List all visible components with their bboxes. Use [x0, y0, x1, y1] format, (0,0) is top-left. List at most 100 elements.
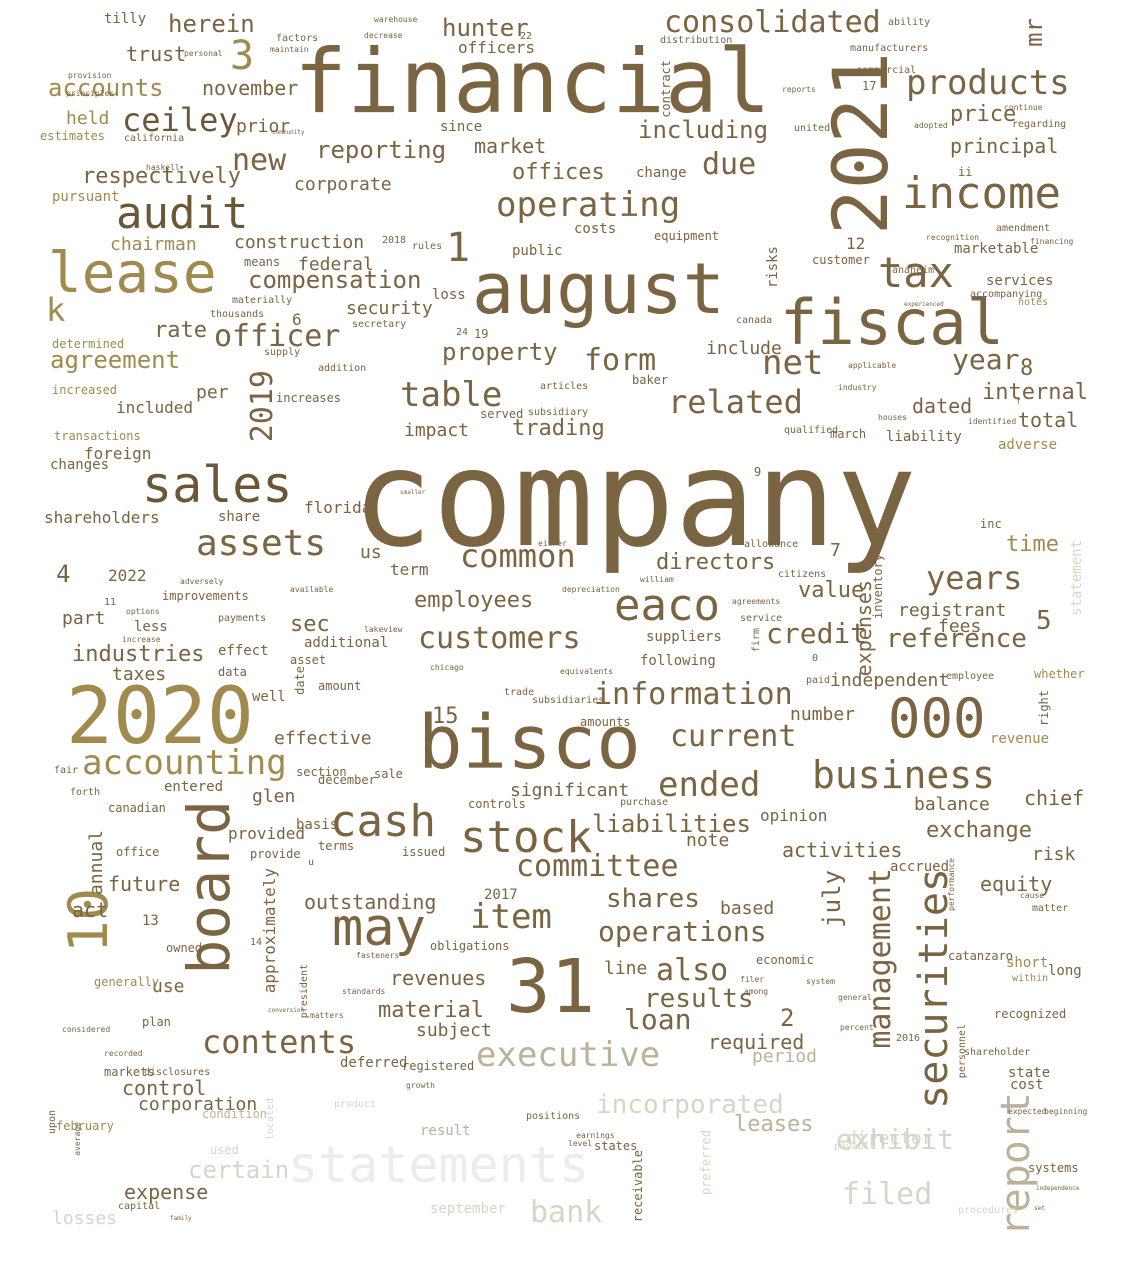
word-august: august	[472, 248, 725, 330]
word-included: included	[116, 398, 194, 417]
word-lease: lease	[48, 241, 217, 306]
word-community: community	[272, 129, 305, 136]
word-pursuant: pursuant	[52, 189, 120, 205]
word-trade: trade	[504, 687, 535, 698]
word-trust: trust	[126, 42, 187, 66]
word-principal: principal	[950, 134, 1059, 158]
word-chief: chief	[1024, 786, 1085, 810]
word-located: located	[265, 1098, 276, 1141]
word-accrued: accrued	[890, 859, 950, 875]
word-effective: effective	[274, 728, 372, 749]
word-hunter: hunter	[442, 14, 529, 42]
word-2018: 2018	[382, 235, 407, 246]
word-audit: audit	[116, 188, 249, 239]
word-operations: operations	[598, 915, 767, 948]
word-shareholders: shareholders	[44, 508, 160, 527]
word-level: level	[568, 1139, 593, 1148]
word-served: served	[480, 407, 524, 421]
word-products: products	[906, 63, 1070, 103]
word-either: either	[538, 539, 567, 548]
word-2: 2	[780, 1004, 795, 1032]
word-0: 0	[812, 653, 819, 664]
word-beginning: beginning	[1044, 1107, 1088, 1116]
word-shares: shares	[606, 884, 700, 914]
word-qualified: qualified	[784, 425, 839, 436]
word-cause: cause	[1020, 891, 1045, 900]
word-financial: financial	[294, 30, 771, 133]
word-forth: forth	[70, 787, 101, 798]
word-dated: dated	[912, 394, 973, 418]
word-respectively: respectively	[82, 164, 241, 189]
word-equity: equity	[980, 872, 1053, 896]
word-equipment: equipment	[654, 229, 720, 243]
word-tax: tax	[878, 248, 954, 297]
word-officers: officers	[458, 38, 536, 57]
word-right: right	[1037, 690, 1051, 727]
word-reports: reports	[782, 85, 816, 94]
word-contract: contract	[659, 60, 673, 118]
word-outstanding: outstanding	[304, 890, 437, 914]
word-2020: 2020	[66, 672, 254, 762]
word-shareholder: shareholder	[964, 1047, 1031, 1058]
word-set: set	[1034, 1205, 1045, 1212]
word-operating: operating	[496, 185, 681, 225]
word-articles: articles	[540, 381, 589, 392]
word-opinion: opinion	[760, 806, 828, 825]
word-state: state	[1008, 1065, 1051, 1081]
word-standards: standards	[342, 987, 386, 996]
word-experienced: experienced	[904, 301, 944, 308]
word-amounts: amounts	[580, 715, 631, 729]
word-adopted: adopted	[914, 121, 948, 130]
word-information: information	[594, 677, 793, 712]
word-california: california	[124, 133, 185, 144]
word-basis: basis	[296, 817, 339, 833]
word-depreciation: depreciation	[562, 585, 620, 594]
word-principles: principles	[66, 89, 115, 98]
word-results: results	[644, 984, 754, 1014]
word-provide: provide	[250, 847, 301, 861]
word-employees: employees	[414, 588, 534, 613]
word-amendment: amendment	[996, 223, 1051, 234]
word-15: 15	[432, 704, 459, 729]
word-increase: increase	[122, 635, 161, 644]
word-us: us	[360, 542, 382, 563]
word-consolidated: consolidated	[664, 5, 881, 40]
word-expected: expected	[1008, 1107, 1047, 1116]
word-systems: systems	[1028, 1161, 1079, 1175]
word-term: term	[390, 560, 429, 579]
word-considered: considered	[62, 1025, 111, 1034]
word-payments: payments	[218, 613, 267, 624]
word-matters: matters	[310, 1011, 344, 1020]
word-less: less	[134, 619, 168, 635]
word-receivable: receivable	[631, 1150, 645, 1223]
word-united: united	[794, 123, 831, 134]
word-may: may	[332, 898, 426, 958]
word-smaller: smaller	[400, 489, 426, 496]
word-leases: leases	[734, 1112, 814, 1137]
word-future: future	[108, 872, 181, 896]
word-table: table	[400, 375, 503, 415]
word-issued: issued	[402, 845, 446, 859]
word-addition: addition	[318, 363, 367, 374]
word-prior: prior	[236, 116, 291, 137]
word-conversion: conversion	[268, 1007, 305, 1014]
word-lakeview: lakeview	[364, 625, 403, 634]
word-percent: percent	[840, 1023, 874, 1032]
word-purchase: purchase	[620, 797, 669, 808]
word-income: income	[902, 168, 1061, 219]
word-compensation: compensation	[248, 266, 422, 294]
word-act: act	[72, 898, 109, 922]
word-executive: executive	[476, 1035, 661, 1075]
word-amount: amount	[318, 679, 362, 693]
word-liabilities: liabilities	[592, 810, 751, 838]
word-6: 6	[292, 310, 302, 329]
word-industry: industry	[838, 383, 877, 392]
word-thousands: thousands	[210, 309, 265, 320]
word-expense: expense	[124, 1180, 209, 1204]
word-exhibit: exhibit	[836, 1123, 955, 1156]
word-reporting: reporting	[316, 136, 447, 164]
word-part: part	[62, 608, 106, 629]
word-5: 5	[1036, 606, 1052, 636]
word-subsidiary: subsidiary	[528, 407, 589, 418]
word-states: states	[594, 1139, 638, 1153]
